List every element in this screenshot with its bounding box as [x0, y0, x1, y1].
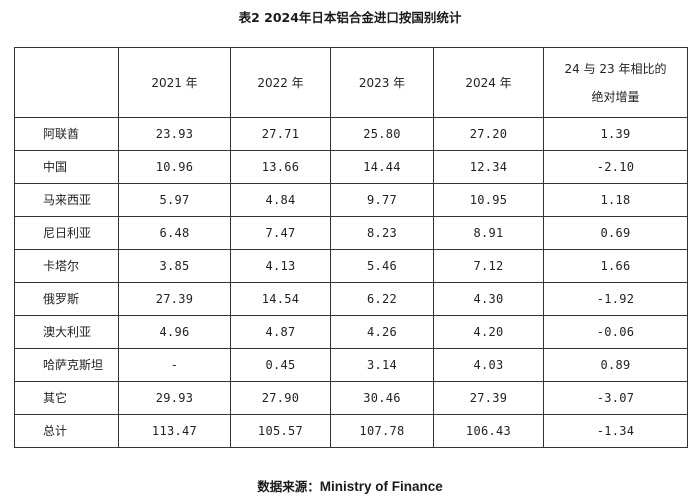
country-name: 马来西亚	[14, 183, 119, 217]
value-2022: 4.87	[230, 315, 331, 349]
value-2023: 9.77	[330, 183, 434, 217]
value-2024: 27.20	[433, 117, 544, 151]
header-cell-2021: 2021 年	[118, 47, 231, 118]
value-2023: 25.80	[330, 117, 434, 151]
value-2022: 105.57	[230, 414, 331, 448]
value-2022: 0.45	[230, 348, 331, 382]
value-2021: 10.96	[118, 150, 231, 184]
value-2024: 4.30	[433, 282, 544, 316]
value-2021: 4.96	[118, 315, 231, 349]
value-2022: 27.90	[230, 381, 331, 415]
value-change: -0.06	[543, 315, 688, 349]
value-change: -3.07	[543, 381, 688, 415]
value-2024: 7.12	[433, 249, 544, 283]
import-statistics-table: 2021 年 2022 年 2023 年 2024 年 24 与 23 年相比的…	[14, 47, 688, 448]
value-change: 0.69	[543, 216, 688, 250]
value-2021: 29.93	[118, 381, 231, 415]
country-name: 中国	[14, 150, 119, 184]
value-change: -1.34	[543, 414, 688, 448]
value-2023: 30.46	[330, 381, 434, 415]
country-name: 澳大利亚	[14, 315, 119, 349]
table-row: 澳大利亚 4.96 4.87 4.26 4.20 -0.06	[14, 315, 688, 349]
value-2022: 13.66	[230, 150, 331, 184]
header-cell-2023: 2023 年	[330, 47, 434, 118]
value-change: 0.89	[543, 348, 688, 382]
change-header-line1: 24 与 23 年相比的	[564, 61, 667, 76]
table-row: 马来西亚 5.97 4.84 9.77 10.95 1.18	[14, 183, 688, 217]
value-2024: 106.43	[433, 414, 544, 448]
value-2024: 10.95	[433, 183, 544, 217]
value-2021: 27.39	[118, 282, 231, 316]
header-cell-change: 24 与 23 年相比的 绝对增量	[543, 47, 688, 118]
table-row: 其它 29.93 27.90 30.46 27.39 -3.07	[14, 381, 688, 415]
value-change: -2.10	[543, 150, 688, 184]
country-name: 哈萨克斯坦	[14, 348, 119, 382]
source-org: Ministry of Finance	[319, 479, 443, 494]
header-cell-2024: 2024 年	[433, 47, 544, 118]
value-2023: 14.44	[330, 150, 434, 184]
change-header-line2: 绝对增量	[591, 89, 640, 104]
table-header-row: 2021 年 2022 年 2023 年 2024 年 24 与 23 年相比的…	[14, 47, 688, 118]
value-2022: 27.71	[230, 117, 331, 151]
table-row: 尼日利亚 6.48 7.47 8.23 8.91 0.69	[14, 216, 688, 250]
table-row: 阿联酋 23.93 27.71 25.80 27.20 1.39	[14, 117, 688, 151]
value-2024: 8.91	[433, 216, 544, 250]
value-2023: 3.14	[330, 348, 434, 382]
value-2022: 4.13	[230, 249, 331, 283]
country-name: 尼日利亚	[14, 216, 119, 250]
value-2023: 107.78	[330, 414, 434, 448]
value-2022: 4.84	[230, 183, 331, 217]
header-cell-2022: 2022 年	[230, 47, 331, 118]
value-2023: 5.46	[330, 249, 434, 283]
value-2022: 14.54	[230, 282, 331, 316]
value-2021: 23.93	[118, 117, 231, 151]
value-2021: 5.97	[118, 183, 231, 217]
table-row: 卡塔尔 3.85 4.13 5.46 7.12 1.66	[14, 249, 688, 283]
value-2021: 6.48	[118, 216, 231, 250]
value-2022: 7.47	[230, 216, 331, 250]
header-cell-country	[14, 47, 119, 118]
value-change: -1.92	[543, 282, 688, 316]
value-change: 1.66	[543, 249, 688, 283]
table-title: 表2 2024年日本铝合金进口按国别统计	[238, 10, 462, 25]
table-row: 中国 10.96 13.66 14.44 12.34 -2.10	[14, 150, 688, 184]
country-name: 总计	[14, 414, 119, 448]
country-name: 卡塔尔	[14, 249, 119, 283]
value-2024: 4.20	[433, 315, 544, 349]
value-2023: 8.23	[330, 216, 434, 250]
country-name: 俄罗斯	[14, 282, 119, 316]
value-change: 1.39	[543, 117, 688, 151]
value-2024: 4.03	[433, 348, 544, 382]
value-2023: 4.26	[330, 315, 434, 349]
data-source-note: 数据来源：Ministry of Finance	[0, 478, 700, 496]
value-2024: 12.34	[433, 150, 544, 184]
table-row: 哈萨克斯坦 - 0.45 3.14 4.03 0.89	[14, 348, 688, 382]
value-2023: 6.22	[330, 282, 434, 316]
source-label: 数据来源：	[257, 479, 320, 494]
value-2024: 27.39	[433, 381, 544, 415]
value-2021: 113.47	[118, 414, 231, 448]
country-name: 阿联酋	[14, 117, 119, 151]
country-name: 其它	[14, 381, 119, 415]
table-row-total: 总计 113.47 105.57 107.78 106.43 -1.34	[14, 414, 688, 448]
value-change: 1.18	[543, 183, 688, 217]
table-row: 俄罗斯 27.39 14.54 6.22 4.30 -1.92	[14, 282, 688, 316]
value-2021: -	[118, 348, 231, 382]
value-2021: 3.85	[118, 249, 231, 283]
